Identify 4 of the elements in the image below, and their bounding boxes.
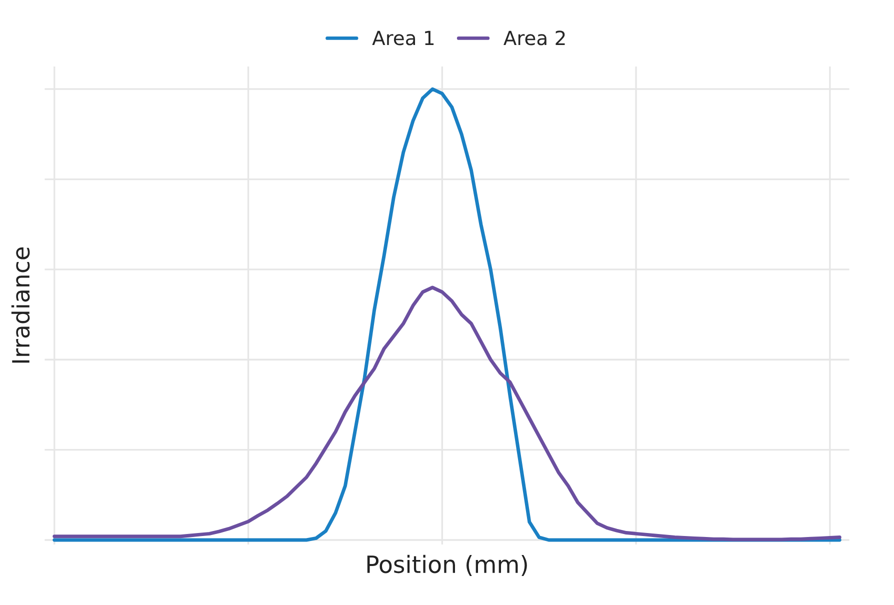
legend-label: Area 1 (372, 30, 434, 46)
x-axis-title: Position (mm) (367, 554, 527, 576)
legend-label: Area 2 (504, 30, 565, 46)
y-axis-title: Irradiance (11, 247, 30, 363)
